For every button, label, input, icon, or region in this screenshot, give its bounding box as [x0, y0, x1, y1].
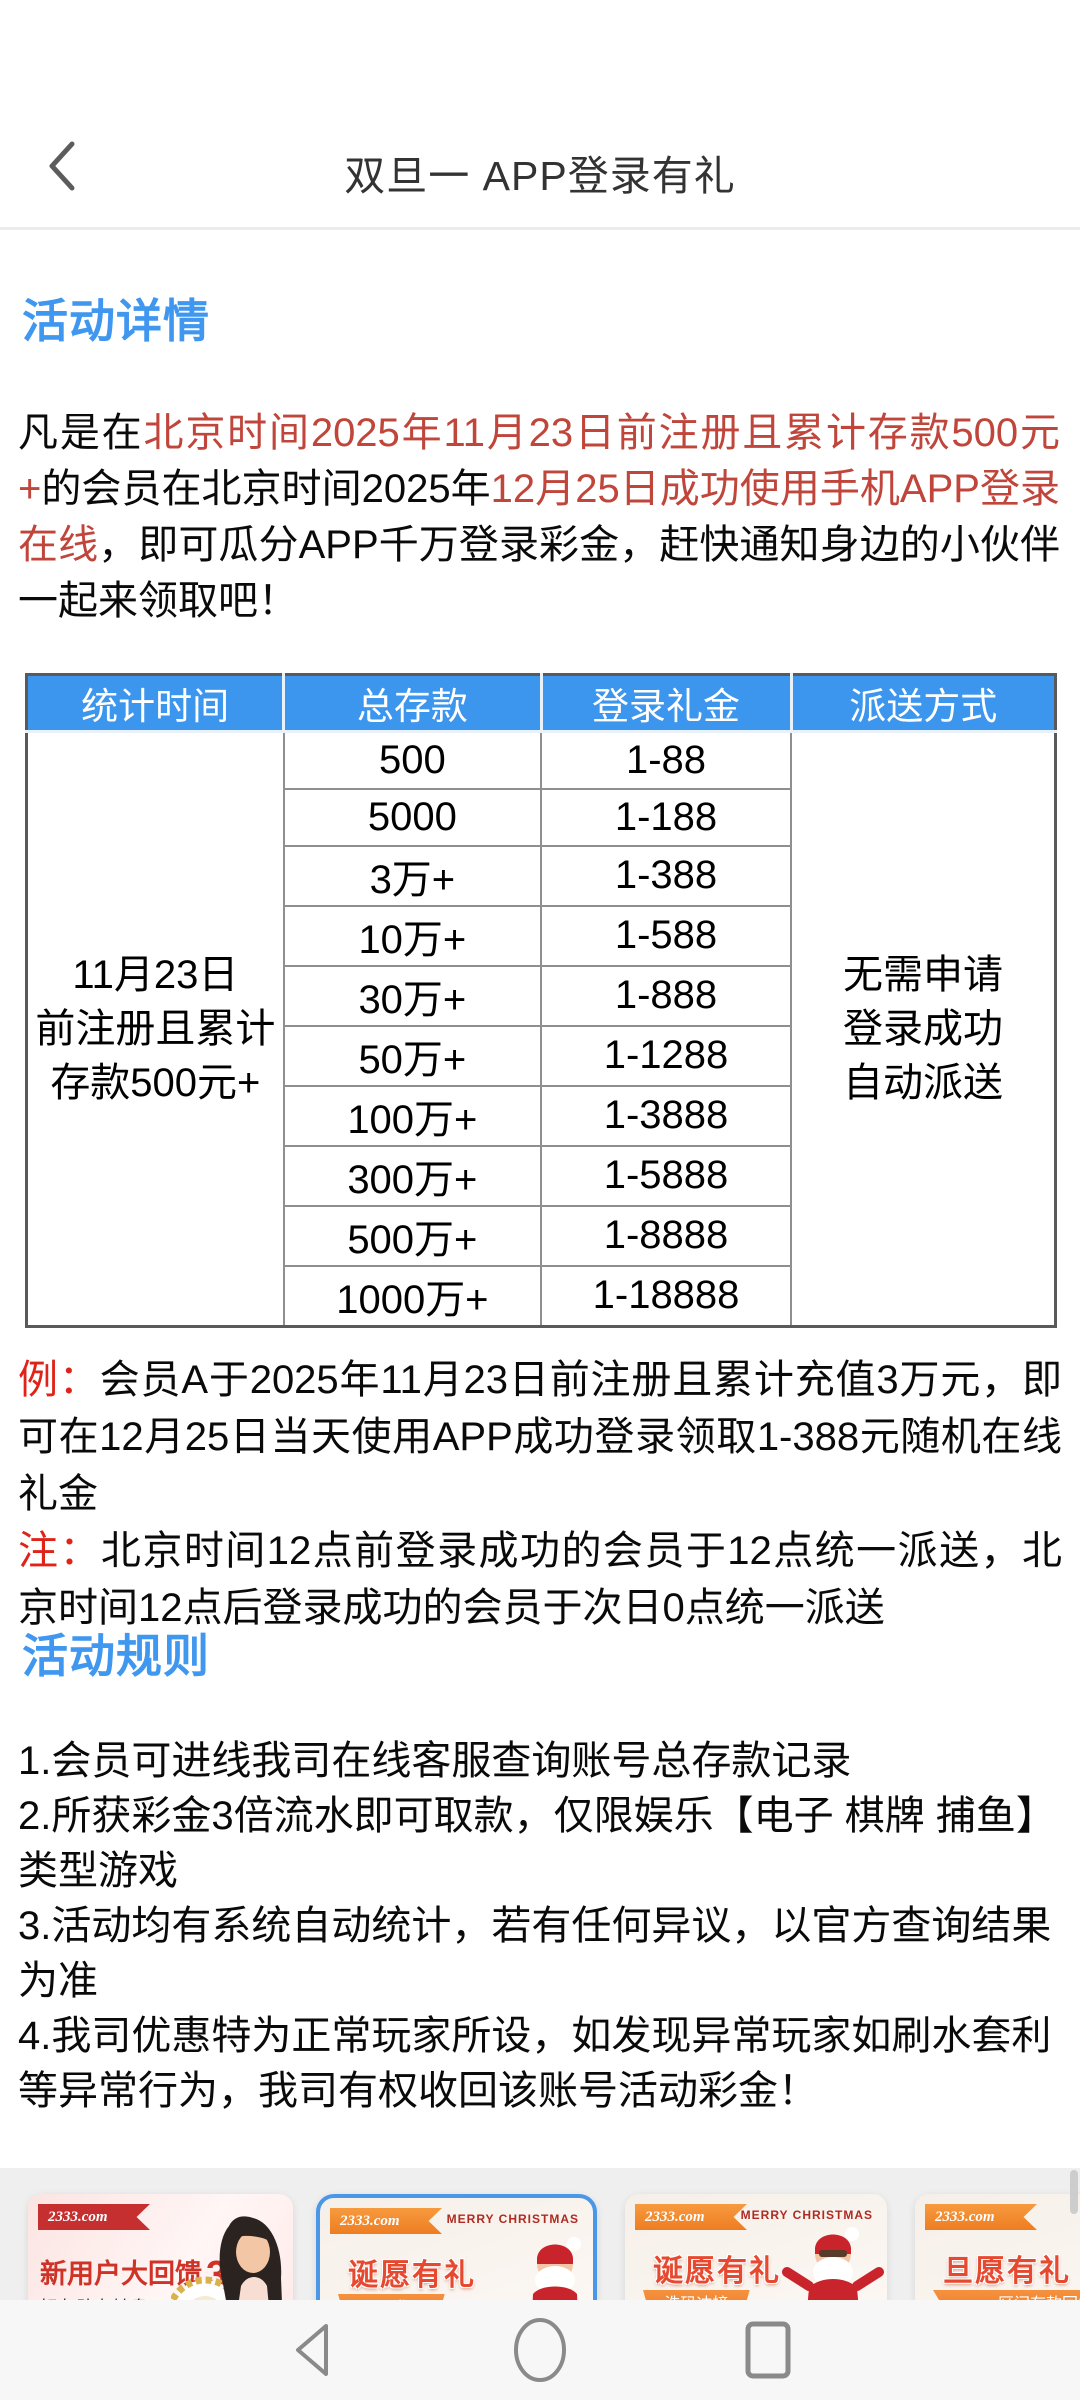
scrollbar-thumb[interactable]	[1070, 2170, 1078, 2214]
site-ribbon: 2333.com	[635, 2204, 747, 2230]
bonus-cell: 1-88	[539, 730, 793, 790]
bonus-cell: 1-188	[539, 787, 793, 847]
delivery-line: 无需申请	[843, 952, 1004, 997]
nav-back-button[interactable]	[252, 2300, 372, 2400]
promo-thumbnail-app-login-active[interactable]: 2333.com MERRY CHRISTMAS 诞愿有礼 ·APP登录·	[316, 2194, 597, 2300]
table-row: 100万+ 1-3888	[27, 1084, 1056, 1147]
paragraph-segment-highlight: 12月25日成功使用手机APP登录在线	[18, 467, 1061, 567]
merry-christmas-banner: MERRY CHRISTMAS	[740, 2208, 873, 2222]
delivery-line: 登录成功	[843, 1006, 1004, 1051]
deposit-cell: 10万+	[282, 904, 543, 967]
thumbnail-subtitle: 好友助力转盘	[40, 2294, 148, 2300]
col-header-delivery: 派送方式	[789, 674, 1056, 733]
table-row: 30万+ 1-888	[27, 964, 1056, 1027]
paragraph-segment: 凡是在	[18, 411, 144, 455]
nav-home-button[interactable]	[480, 2300, 600, 2400]
table-row: 3万+ 1-388	[27, 844, 1056, 907]
stat-time-line: 前注册且累计	[35, 1006, 276, 1051]
deposit-cell: 5000	[282, 787, 543, 847]
paragraph-segment: ，即可瓜分APP千万登录彩金，赶快通知身边的小伙伴一起来领取吧！	[18, 523, 1061, 623]
deposit-cell: 300万+	[282, 1144, 543, 1207]
table-row: 11月23日 前注册且累计 存款500元+ 500 1-88 无需申请 登录成功…	[25, 730, 1057, 1327]
woman-wheel-illustration	[171, 2216, 282, 2300]
bonus-cell: 1-3888	[539, 1084, 793, 1147]
deposit-cell: 1000万+	[282, 1264, 543, 1327]
table-row: 1000万+ 1-18888	[27, 1264, 1056, 1327]
note-label: 例：	[18, 1358, 100, 1402]
bonus-cell: 1-588	[539, 904, 793, 967]
page-title: 双旦一 APP登录有礼	[344, 153, 736, 199]
back-button[interactable]	[34, 136, 90, 200]
bonus-cell: 1-5888	[539, 1144, 793, 1207]
deposit-cell: 50万+	[282, 1024, 543, 1087]
table-row: 500万+ 1-8888	[27, 1204, 1056, 1267]
col-header-stat-time: 统计时间	[26, 674, 286, 733]
thumbnail-title-text: 新用户大回馈	[40, 2259, 202, 2289]
note-text: 北京时间12点前登录成功的会员于12点统一派送，北京时间12点后登录成功的会员于…	[18, 1529, 1063, 1630]
rules-list: 1.会员可进线我司在线客服查询账号总存款记录 2.所获彩金3倍流水即可取款，仅限…	[18, 1734, 1062, 2119]
rules-heading: 活动规则	[22, 1630, 210, 1682]
rule-item: 4.我司优惠特为正常玩家所设，如发现异常玩家如刷水套利等异常行为，我司有权收回该…	[18, 2014, 1052, 2113]
table-header-row: 统计时间 总存款 登录礼金 派送方式	[26, 674, 1056, 733]
site-ribbon: 2333.com	[330, 2208, 442, 2234]
bonus-cell: 1-1288	[539, 1024, 793, 1087]
recents-square-icon	[745, 2321, 791, 2379]
thumbnail-subtitle: ·洗码冲榜·	[643, 2290, 750, 2300]
site-ribbon: 2333.com	[38, 2204, 150, 2230]
promo-thumbnail-deposit-rebate[interactable]: 2333.com 旦愿有礼 ·区间存款回馈·	[915, 2194, 1080, 2300]
bonus-table: 统计时间 总存款 登录礼金 派送方式 11月23日 前注册且累计 存款500元+…	[25, 673, 1057, 1328]
details-paragraph: 凡是在北京时间2025年11月23日前注册且累计存款500元+的会员在北京时间2…	[18, 405, 1060, 629]
thumbnail-subtitle: ·区间存款回馈·	[933, 2290, 1080, 2300]
deposit-cell: 3万+	[282, 844, 543, 907]
thumbnail-subtitle: ·APP登录·	[338, 2294, 445, 2300]
back-triangle-icon	[296, 2324, 328, 2376]
delivery-cell: 无需申请 登录成功 自动派送	[790, 730, 1057, 1327]
rule-item: 2.所获彩金3倍流水即可取款，仅限娱乐【电子 棋牌 捕鱼】类型游戏	[18, 1794, 1056, 1893]
stat-time-line: 11月23日	[72, 952, 239, 997]
delivery-line: 自动派送	[843, 1060, 1004, 1105]
header-bar: 双旦一 APP登录有礼	[0, 0, 1080, 230]
back-chevron-icon	[42, 138, 82, 199]
bonus-cell: 1-888	[539, 964, 793, 1027]
paragraph-segment-highlight: 北京时间2025年11月23日前注册且累计存款500元+	[18, 411, 1060, 511]
rule-item: 1.会员可进线我司在线客服查询账号总存款记录	[18, 1739, 852, 1783]
merry-christmas-banner: MERRY CHRISTMAS	[446, 2212, 579, 2226]
nav-recents-button[interactable]	[708, 2300, 828, 2400]
table-row: 5000 1-188	[27, 787, 1056, 847]
notes-block: 例：会员A于2025年11月23日前注册且累计充值3万元，即可在12月25日当天…	[18, 1352, 1062, 1637]
thumbnail-title: 诞愿有礼	[348, 2259, 476, 2292]
stat-time-cell: 11月23日 前注册且累计 存款500元+	[25, 730, 285, 1327]
details-heading: 活动详情	[22, 295, 210, 347]
rule-item: 3.活动均有系统自动统计，若有任何异议，以官方查询结果为准	[18, 1904, 1052, 2003]
android-navbar	[0, 2300, 1080, 2400]
santa-gifts-illustration	[782, 2227, 884, 2300]
table-row: 50万+ 1-1288	[27, 1024, 1056, 1087]
santa-gifts-illustration	[532, 2237, 581, 2300]
bonus-cell: 1-18888	[539, 1264, 793, 1327]
table-row: 10万+ 1-588	[27, 904, 1056, 967]
note-text: 会员A于2025年11月23日前注册且累计充值3万元，即可在12月25日当天使用…	[18, 1358, 1062, 1516]
site-ribbon: 2333.com	[925, 2204, 1037, 2230]
deposit-cell: 500	[282, 730, 543, 790]
bonus-cell: 1-8888	[539, 1204, 793, 1267]
promo-thumbnail-rebate-rank[interactable]: 2333.com MERRY CHRISTMAS 诞愿有礼 ·洗码冲榜·	[625, 2194, 887, 2300]
home-circle-icon	[514, 2318, 566, 2382]
deposit-cell: 30万+	[282, 964, 543, 1027]
deposit-cell: 100万+	[282, 1084, 543, 1147]
bonus-cell: 1-388	[539, 844, 793, 907]
col-header-total-deposit: 总存款	[282, 674, 543, 733]
paragraph-segment: 的会员在北京时间2025年	[41, 467, 491, 511]
col-header-login-bonus: 登录礼金	[539, 674, 793, 733]
thumbnail-title: 旦愿有礼	[943, 2255, 1071, 2288]
thumbnail-title: 诞愿有礼	[653, 2255, 781, 2288]
table-row: 300万+ 1-5888	[27, 1144, 1056, 1207]
stat-time-line: 存款500元+	[50, 1060, 261, 1105]
note-label: 注：	[18, 1529, 101, 1573]
deposit-cell: 500万+	[282, 1204, 543, 1267]
